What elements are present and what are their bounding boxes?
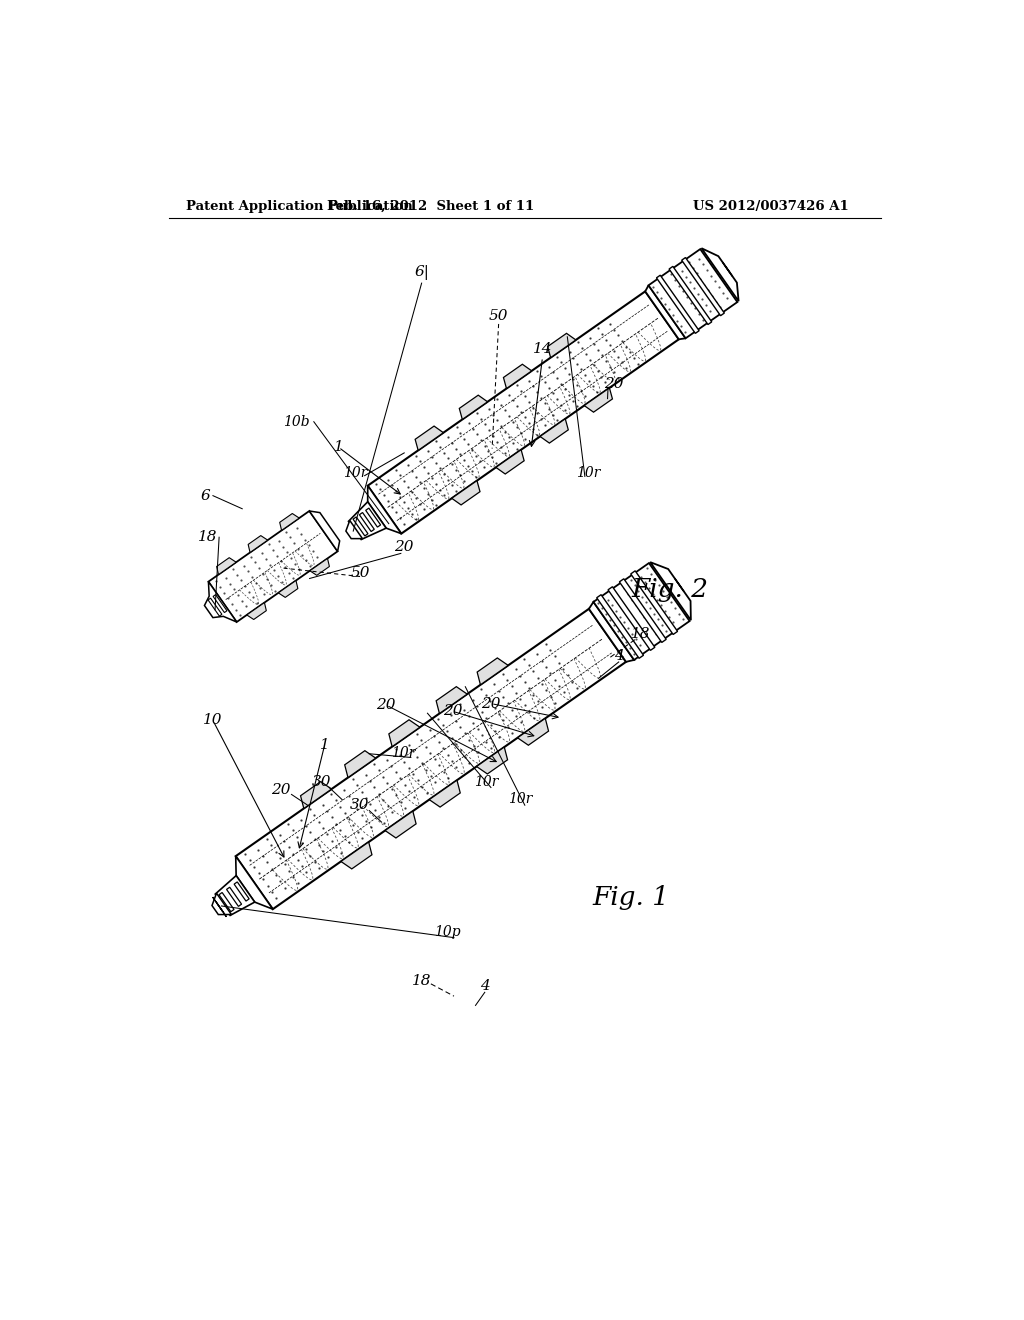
Polygon shape: [594, 564, 689, 660]
Text: Patent Application Publication: Patent Application Publication: [186, 199, 413, 213]
Polygon shape: [608, 586, 654, 651]
Polygon shape: [205, 582, 237, 622]
Polygon shape: [341, 842, 372, 869]
Polygon shape: [310, 558, 330, 576]
Polygon shape: [436, 686, 467, 714]
Polygon shape: [477, 657, 508, 685]
Text: 20: 20: [377, 698, 396, 711]
Text: 20: 20: [271, 783, 291, 797]
Polygon shape: [589, 602, 634, 661]
Text: 1: 1: [334, 440, 343, 454]
Polygon shape: [517, 718, 549, 746]
Polygon shape: [346, 520, 362, 539]
Polygon shape: [217, 557, 237, 574]
Text: 10: 10: [203, 714, 222, 727]
Text: 14: 14: [532, 342, 552, 355]
Text: 10r: 10r: [575, 466, 600, 479]
Text: 1: 1: [319, 738, 330, 752]
Text: 10r: 10r: [391, 746, 416, 760]
Text: 50: 50: [350, 566, 370, 579]
Polygon shape: [452, 480, 480, 506]
Text: 18: 18: [631, 627, 650, 642]
Text: 20: 20: [442, 705, 462, 718]
Text: 30: 30: [350, 799, 370, 812]
Polygon shape: [234, 882, 249, 902]
Text: Fig. 2: Fig. 2: [631, 577, 708, 602]
Polygon shape: [248, 536, 267, 553]
Polygon shape: [279, 581, 298, 598]
Text: 10r: 10r: [343, 466, 368, 479]
Text: 6|: 6|: [414, 265, 429, 280]
Text: 50: 50: [488, 309, 508, 323]
Polygon shape: [648, 249, 737, 338]
Polygon shape: [359, 512, 375, 532]
Polygon shape: [368, 486, 401, 533]
Polygon shape: [368, 292, 679, 533]
Polygon shape: [429, 780, 460, 807]
Polygon shape: [215, 875, 255, 915]
Polygon shape: [208, 598, 222, 616]
Polygon shape: [209, 511, 338, 622]
Polygon shape: [226, 887, 242, 907]
Text: 20: 20: [481, 697, 501, 710]
Polygon shape: [280, 513, 299, 531]
Polygon shape: [540, 418, 568, 444]
Polygon shape: [656, 275, 699, 334]
Polygon shape: [247, 603, 266, 619]
Polygon shape: [389, 719, 420, 747]
Polygon shape: [504, 364, 531, 388]
Polygon shape: [236, 857, 272, 909]
Text: 18: 18: [412, 974, 431, 987]
Polygon shape: [631, 570, 678, 635]
Polygon shape: [219, 892, 234, 912]
Polygon shape: [548, 334, 575, 358]
Text: Feb. 16, 2012  Sheet 1 of 11: Feb. 16, 2012 Sheet 1 of 11: [328, 199, 535, 213]
Text: 10r: 10r: [508, 792, 532, 807]
Polygon shape: [597, 595, 643, 659]
Polygon shape: [236, 609, 626, 909]
Polygon shape: [213, 594, 227, 612]
Text: 20: 20: [394, 540, 414, 554]
Text: 10r: 10r: [474, 775, 499, 789]
Text: 10p: 10p: [434, 925, 461, 940]
Polygon shape: [348, 502, 386, 540]
Polygon shape: [701, 248, 738, 301]
Polygon shape: [669, 267, 712, 325]
Polygon shape: [300, 781, 332, 808]
Text: 10b: 10b: [283, 414, 309, 429]
Polygon shape: [585, 388, 612, 412]
Polygon shape: [212, 894, 231, 915]
Polygon shape: [496, 450, 524, 474]
Polygon shape: [309, 511, 340, 552]
Text: 4: 4: [613, 649, 624, 663]
Polygon shape: [366, 508, 381, 527]
Polygon shape: [650, 562, 691, 620]
Polygon shape: [682, 257, 724, 315]
Polygon shape: [460, 395, 487, 420]
Polygon shape: [476, 747, 508, 774]
Text: 4: 4: [480, 979, 489, 993]
Text: 18: 18: [198, 531, 217, 544]
Text: 20: 20: [604, 378, 624, 391]
Polygon shape: [415, 426, 443, 450]
Polygon shape: [645, 285, 686, 339]
Text: 30: 30: [311, 775, 332, 789]
Text: US 2012/0037426 A1: US 2012/0037426 A1: [692, 199, 849, 213]
Polygon shape: [345, 751, 376, 777]
Polygon shape: [620, 578, 667, 643]
Polygon shape: [385, 810, 416, 838]
Text: 6: 6: [201, 488, 210, 503]
Text: Fig. 1: Fig. 1: [593, 886, 670, 909]
Polygon shape: [353, 517, 368, 536]
